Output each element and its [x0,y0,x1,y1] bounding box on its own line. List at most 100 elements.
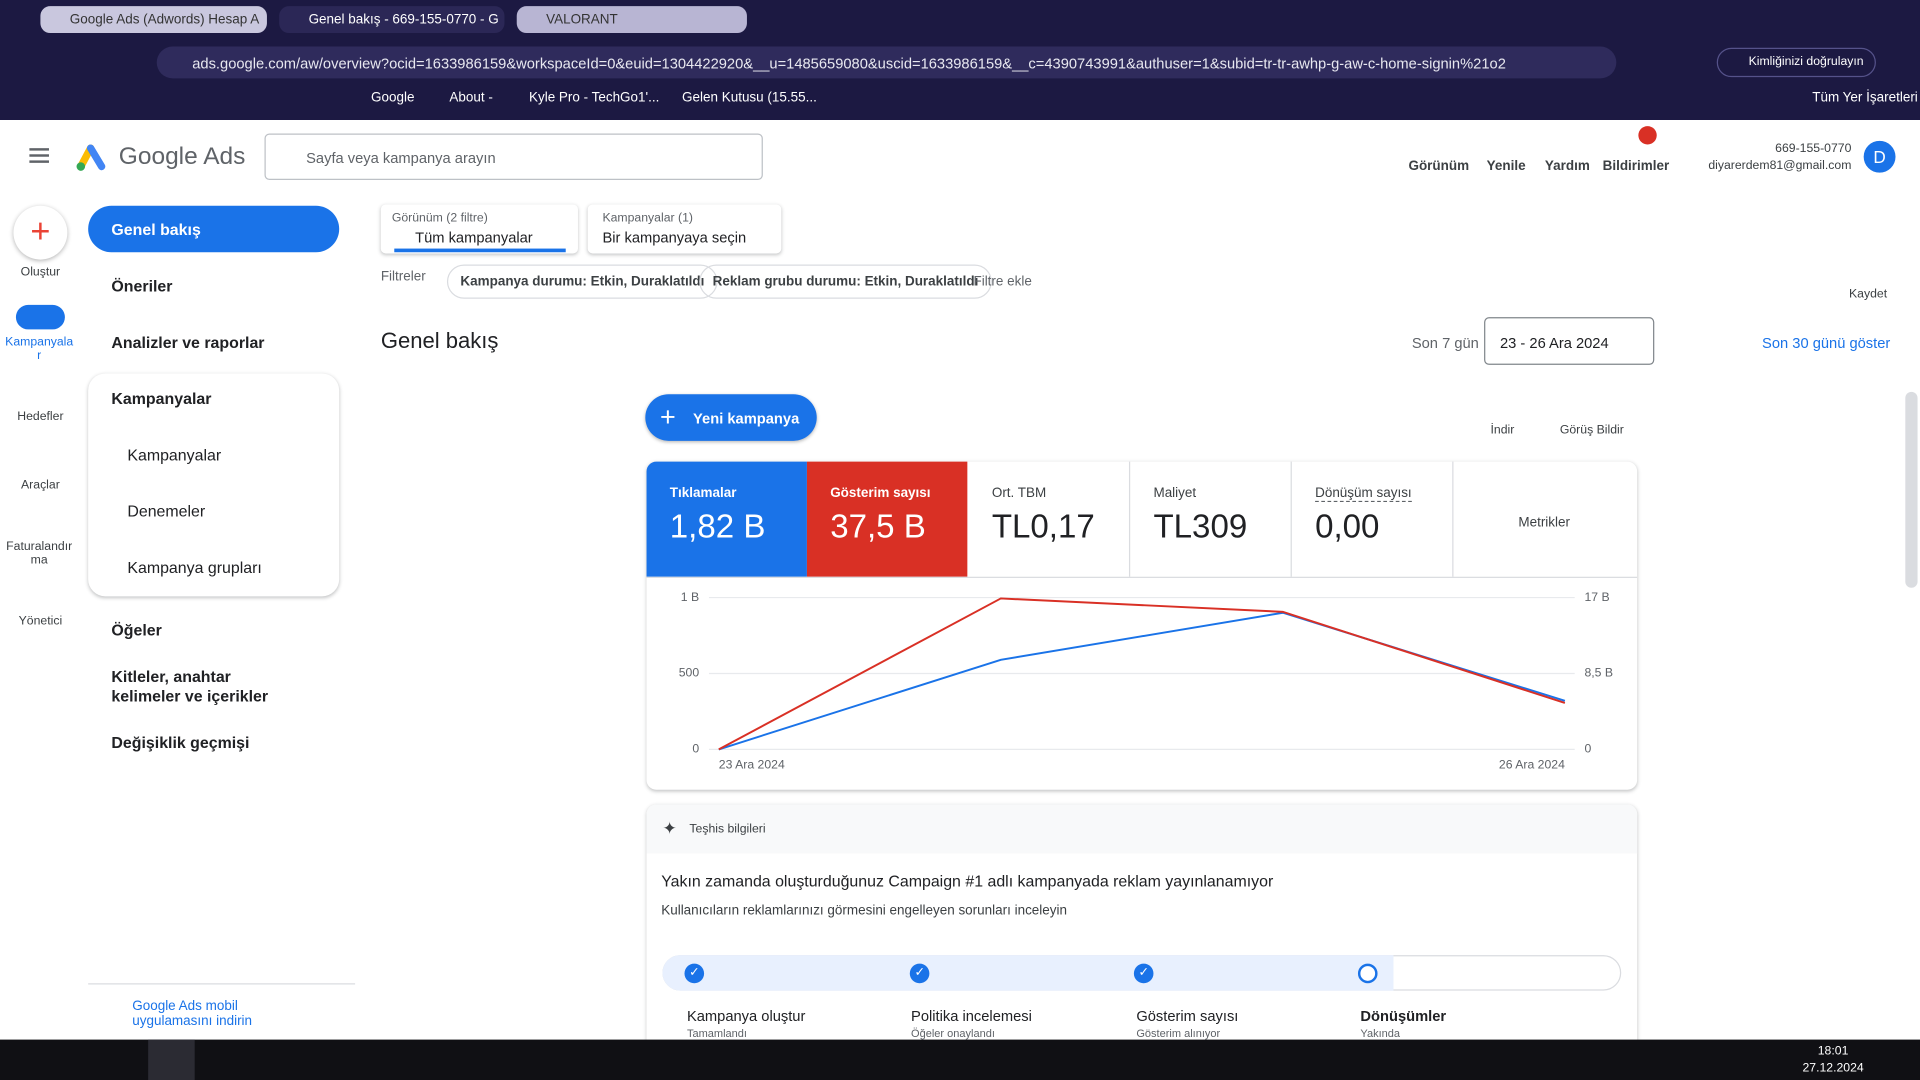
header-action[interactable]: Yenile [1486,159,1526,174]
show-30-days[interactable]: Son 30 günü göster [1762,334,1891,352]
bookmark[interactable]: Kyle Pro - TechGo1'... [528,90,660,106]
save[interactable]: Kaydet [1848,287,1888,302]
rail-item[interactable]: Hedefler [17,410,64,424]
nav-subitem[interactable]: Kampanya grupları [127,558,262,577]
select-label: Görünüm (2 filtre) [391,211,488,226]
nav-item[interactable]: Öneriler [111,276,173,296]
filters-label: Filtreler [380,269,426,285]
bookmark[interactable]: About - [449,90,493,106]
nav-subitem[interactable]: Denemeler [127,502,206,521]
metric-title: Tıklamalar [669,486,737,501]
product-name: Google Ads [118,143,246,171]
divider [1128,461,1131,577]
filter-chip[interactable]: Reklam grubu durumu: Etkin, Duraklatıldı [699,264,992,299]
header-action[interactable]: Görünüm [1408,159,1470,174]
rail-item[interactable]: Kampanyalar [5,335,74,363]
divider [88,983,356,985]
y-tick-label: 0 [692,742,699,756]
clock-time: 18:01 [1817,1044,1849,1058]
metric-value: TL309 [1153,508,1248,545]
line-chart: 0 500 1 B 0 8,5 B 17 B 23 Ara 2024 26 Ara 2024 [679,590,1613,772]
select-underline [394,248,566,253]
tab[interactable]: VALORANT [516,6,747,34]
step-done: ✓ [684,963,705,984]
alert-badge [1638,126,1657,145]
nav-item[interactable]: Öğeler [111,620,162,640]
step-title: Dönüşümler [1360,1007,1447,1025]
filter-chip[interactable]: Kampanya durumu: Etkin, Duraklatıldı [446,264,718,299]
step-status: Gösterim alınıyor [1136,1027,1221,1040]
feedback[interactable]: Görüş Bildir [1559,423,1624,438]
nav-item[interactable]: Kampanyalar [111,389,212,408]
nav-item[interactable]: Analizler ve raporlar [111,333,265,352]
tab[interactable]: Google Ads (Adwords) Hesap A [40,6,267,34]
metric-title: Maliyet [1153,486,1197,501]
diagnostics-headline: Yakın zamanda oluşturduğunuz Campaign #1… [661,871,1274,891]
menu-icon[interactable] [29,148,49,151]
metric-card[interactable] [646,461,807,577]
step-status: Tamamlandı [686,1027,747,1040]
step-status: Öğeler onaylandı [911,1027,995,1040]
page-title: Genel bakış [380,328,499,353]
new-campaign-label[interactable]: Yeni kampanya [693,410,800,428]
nav-active [88,205,340,253]
plus-icon: + [660,401,676,433]
series-line [718,597,1566,751]
y2-tick-label: 8,5 B [1584,666,1613,680]
select-label: Kampanyalar (1) [602,211,693,226]
step-title: Politika incelemesi [911,1007,1032,1025]
header-action[interactable]: Bildirimler [1602,159,1670,174]
bookmark[interactable]: Google [371,90,415,106]
nav-item[interactable]: Değişiklik geçmişi [111,733,250,752]
metrics-button[interactable]: Metrikler [1518,515,1571,531]
nav-item[interactable]: Kitleler, anahtar kelimeler ve içerikler [111,667,269,706]
all-bookmarks[interactable]: Tüm Yer İşaretleri [1812,90,1918,106]
app-link[interactable]: Google Ads mobil uygulamasını indirin [132,999,253,1029]
header-action[interactable]: Yardım [1544,159,1590,174]
nav-item[interactable]: Genel bakış [111,220,201,239]
taskbar [0,1039,1920,1080]
profile-button[interactable] [1716,47,1876,78]
y2-tick-label: 0 [1584,742,1591,756]
rail-item[interactable]: Oluştur [20,265,61,280]
create-button[interactable]: + [13,205,68,260]
select-value[interactable]: Bir kampanyaya seçin [602,228,747,247]
rail-item[interactable]: Yönetici [18,614,63,629]
address-bar[interactable] [156,46,1617,79]
diagnostics-title: Teşhis bilgileri [689,822,766,837]
rail-item[interactable]: Faturalandırma [6,540,73,567]
url[interactable]: ads.google.com/aw/overview?ocid=16339861… [192,55,1506,73]
step-done: ✓ [1133,963,1154,984]
rail-item[interactable]: Araçlar [21,478,60,493]
date-select[interactable] [1484,317,1655,365]
nav-subitem[interactable]: Kampanyalar [127,445,222,465]
diagnostics-subtitle: Kullanıcıların reklamlarınızı görmesini … [661,903,1068,919]
step-pending [1357,963,1378,984]
taskbar-app[interactable] [148,1039,195,1080]
add-filter[interactable]: Filtre ekle [973,274,1032,289]
metric-value: 37,5 B [830,508,926,545]
divider [1290,461,1292,577]
step-title: Kampanya oluştur [686,1007,806,1025]
rail-active [15,304,65,330]
profile-label[interactable]: Kimliğinizi doğrulayın [1748,55,1864,69]
scrollbar[interactable] [1905,391,1918,588]
bookmark[interactable]: Gelen Kutusu (15.55... [682,90,817,106]
avatar[interactable]: D [1863,140,1896,173]
tab[interactable]: Genel bakış - 669-155-0770 - G [279,6,505,34]
divider [0,189,1920,192]
x-tick-label: 23 Ara 2024 [719,758,785,772]
logo [76,144,106,171]
account-email: diyarerdem81@gmail.com [1708,159,1852,173]
y2-tick-label: 17 B [1584,590,1609,604]
metric-card[interactable] [806,461,968,577]
search-placeholder[interactable]: Sayfa veya kampanya arayın [306,149,496,167]
select-value[interactable]: Tüm kampanyalar [415,228,533,247]
date-range[interactable]: 23 - 26 Ara 2024 [1500,334,1609,352]
range-label: Son 7 gün [1411,334,1479,352]
search-box[interactable] [264,133,763,181]
download[interactable]: İndir [1490,423,1515,438]
new-campaign-button[interactable] [645,394,817,441]
